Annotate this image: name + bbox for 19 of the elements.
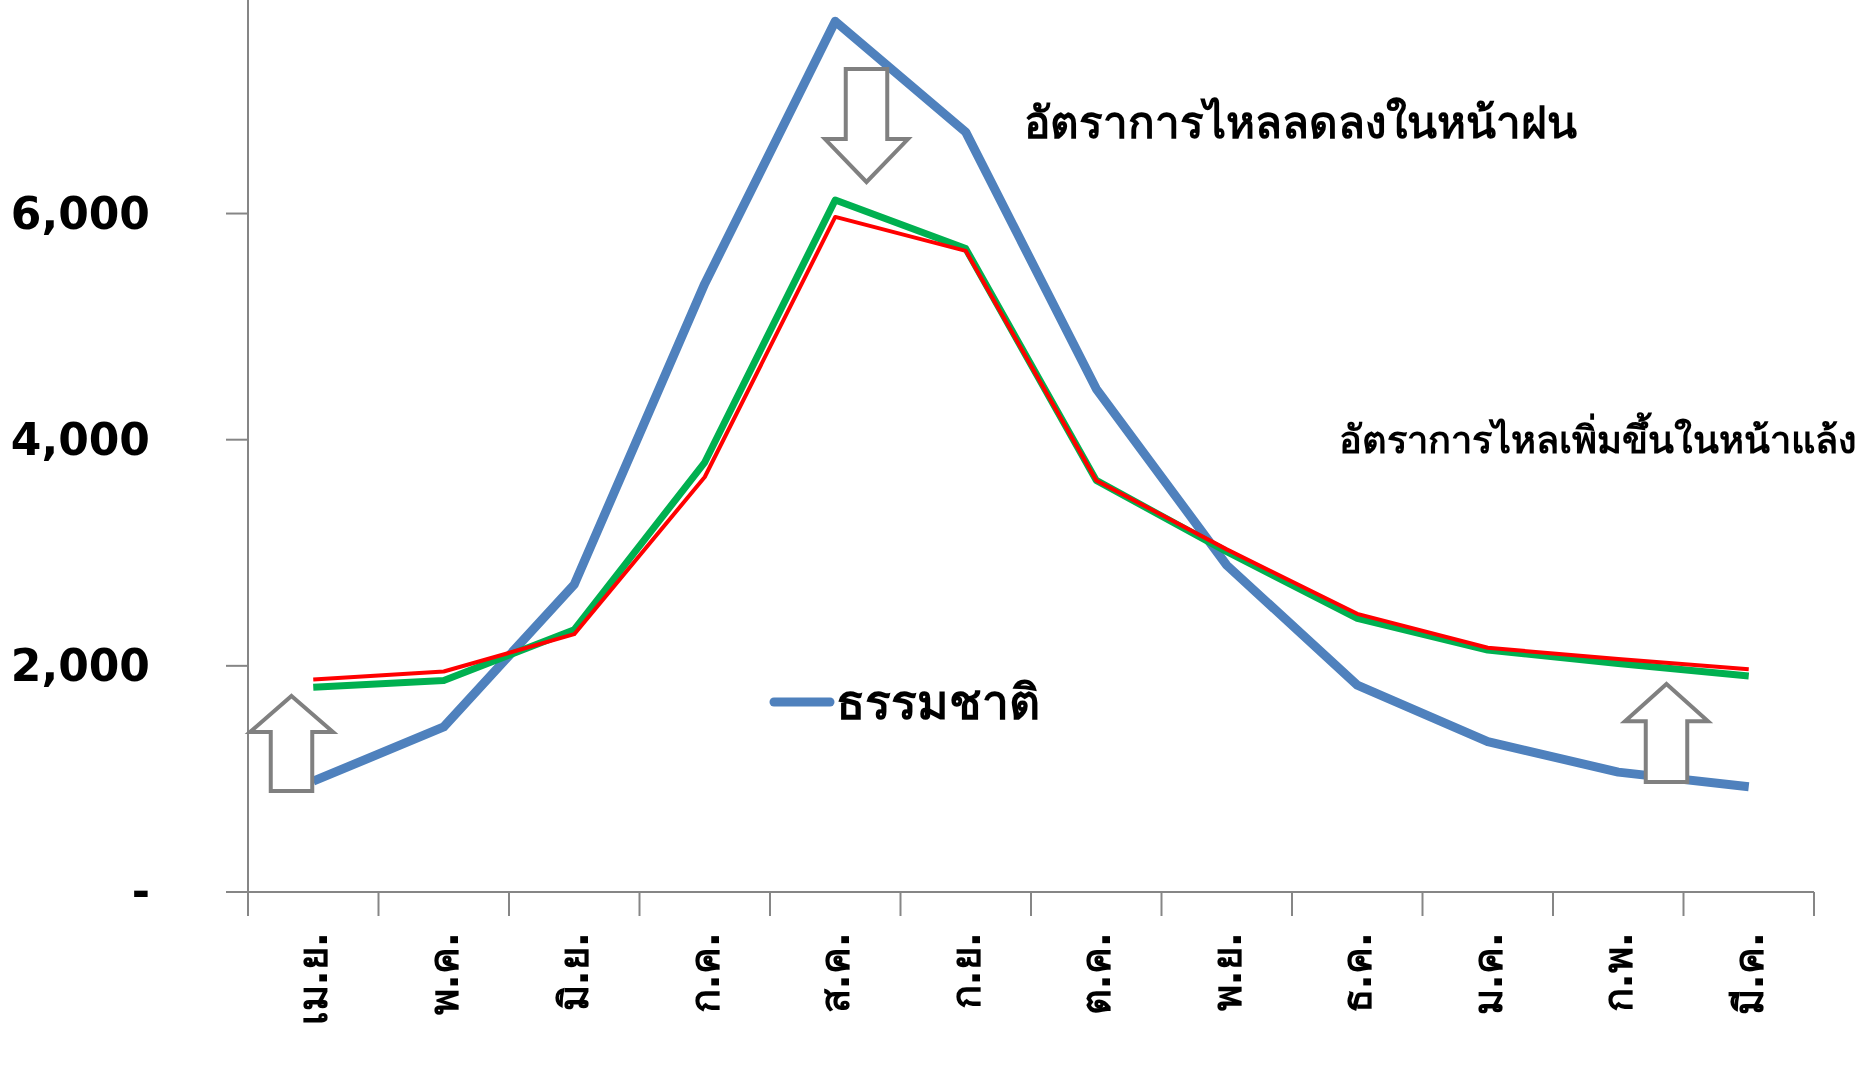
x-tick-label: ก.ย. <box>942 932 989 1010</box>
x-tick-label: มี.ค. <box>1725 932 1772 1016</box>
x-tick-label: พ.ค. <box>420 932 467 1016</box>
x-tick-label: ธ.ค. <box>1334 932 1381 1014</box>
x-tick-label: มิ.ย. <box>551 932 598 1012</box>
legend-label: ธรรมชาติ <box>836 673 1040 730</box>
x-tick-label: ก.ค. <box>681 932 728 1014</box>
annotation: อัตราการไหลเพิ่มขึ้นในหน้าแล้ง <box>1339 412 1857 463</box>
y-tick-label: - <box>131 866 150 918</box>
y-tick-label: 2,000 <box>10 640 150 692</box>
y-tick-label: 4,000 <box>10 414 150 466</box>
x-tick-label: ม.ค. <box>1464 932 1511 1016</box>
x-tick-label: ส.ค. <box>812 932 859 1014</box>
y-tick-label: 6,000 <box>10 187 150 239</box>
x-tick-label: พ.ย. <box>1203 932 1250 1012</box>
x-tick-label: ก.พ. <box>1595 932 1642 1013</box>
annotation: อัตราการไหลลดลงในหน้าฝน <box>1024 97 1577 149</box>
x-tick-label: เม.ย. <box>290 932 337 1026</box>
x-tick-label: ต.ค. <box>1073 932 1120 1016</box>
